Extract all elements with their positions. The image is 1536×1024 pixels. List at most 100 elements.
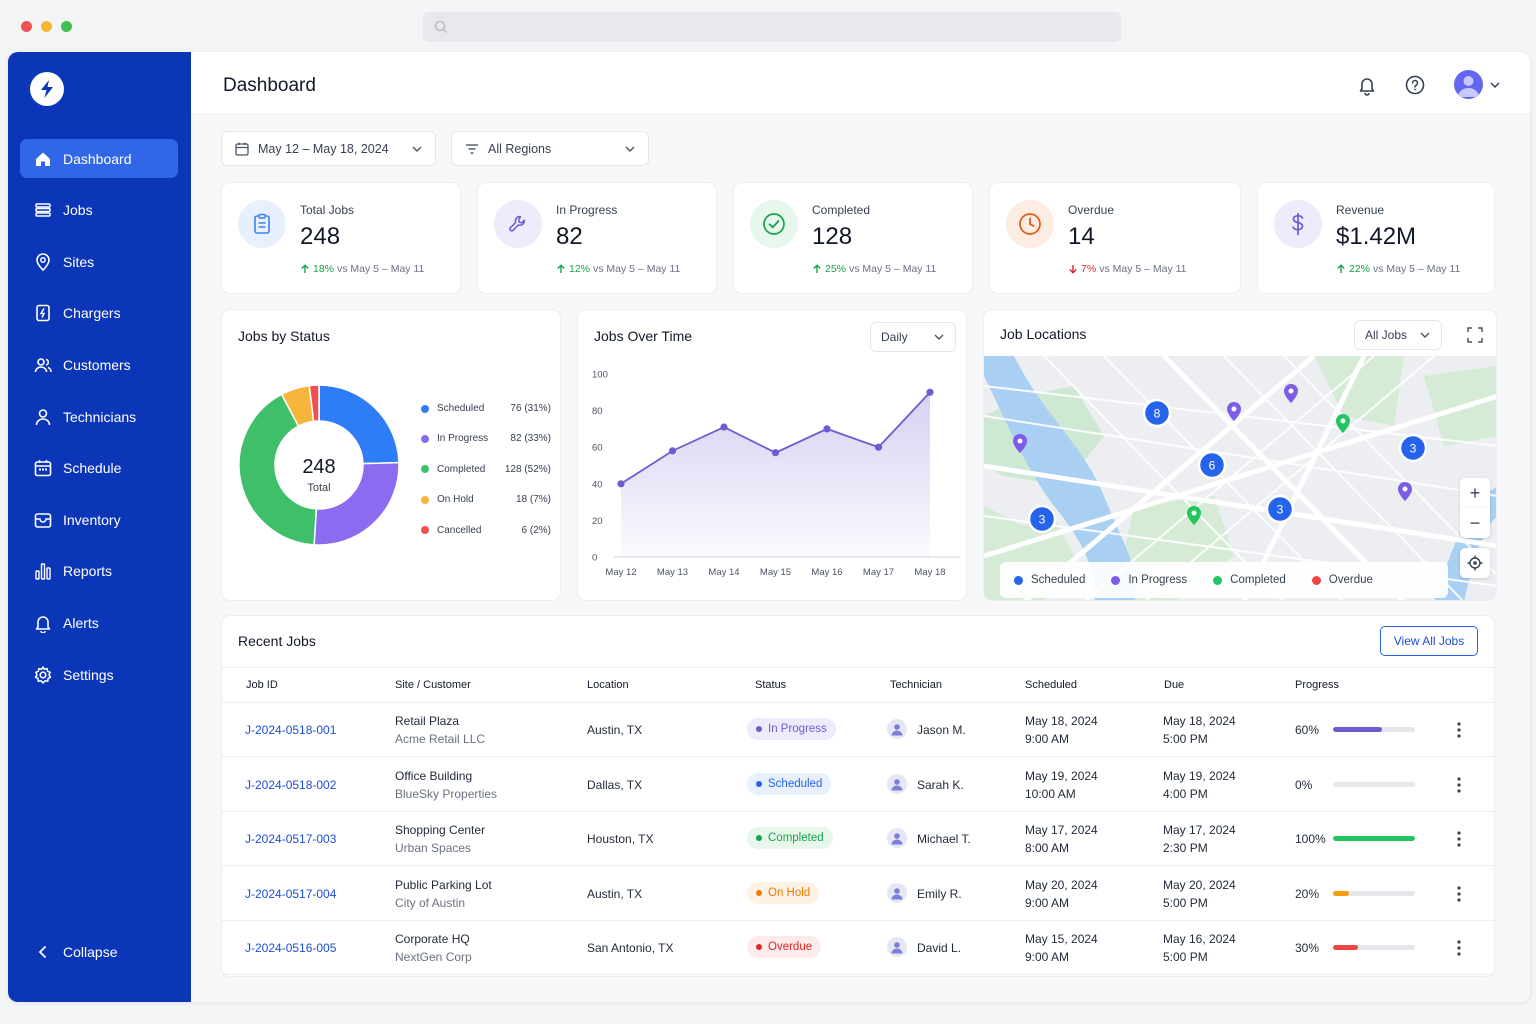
- granularity-select[interactable]: Daily: [870, 322, 956, 352]
- region-filter[interactable]: All Regions: [451, 131, 649, 166]
- job-id-link[interactable]: J-2024-0518-002: [245, 777, 337, 792]
- sidebar-item-dashboard[interactable]: Dashboard: [20, 139, 178, 178]
- map-cluster[interactable]: 8: [1142, 398, 1172, 428]
- table-row[interactable]: J-2024-0516-005 Corporate HQ NextGen Corp S…: [222, 921, 1496, 976]
- address-bar[interactable]: [423, 12, 1121, 42]
- technician-avatar: [887, 773, 907, 794]
- map-pin-icon[interactable]: [1398, 482, 1412, 501]
- table-row[interactable]: J-2024-0518-001 Retail Plaza Acme Retail L…: [222, 703, 1496, 757]
- map-cluster[interactable]: 6: [1197, 450, 1227, 480]
- collapse-button[interactable]: Collapse: [20, 932, 178, 971]
- zoom-in-button[interactable]: +: [1460, 478, 1490, 508]
- bell-icon[interactable]: [1356, 74, 1378, 96]
- sidebar-item-alerts[interactable]: Alerts: [20, 603, 178, 642]
- job-id-link[interactable]: J-2024-0517-003: [245, 832, 337, 847]
- data-point[interactable]: [874, 443, 883, 451]
- stat-card-total-jobs[interactable]: Total Jobs 248 18% vs May 5 – May 11: [221, 182, 461, 294]
- data-point[interactable]: [668, 447, 677, 455]
- stat-card-overdue[interactable]: Overdue 14 7% vs May 5 – May 11: [989, 182, 1241, 294]
- panel-title: Jobs by Status: [238, 328, 330, 344]
- status-badge: Scheduled: [747, 772, 832, 795]
- column-header[interactable]: Technician: [890, 679, 942, 691]
- sidebar-item-settings[interactable]: Settings: [20, 655, 178, 694]
- table-row[interactable]: J-2024-0517-003 Shopping Center Urban Spac…: [222, 812, 1496, 867]
- user-avatar[interactable]: [1454, 70, 1483, 99]
- donut-slice-cancelled[interactable]: [308, 384, 320, 423]
- map-pin-icon[interactable]: [1284, 384, 1298, 403]
- x-tick-label: May 12: [605, 567, 636, 578]
- series-area: [621, 392, 930, 557]
- chevron-down-icon: [934, 334, 944, 340]
- stat-label: Revenue: [1336, 203, 1385, 217]
- data-point[interactable]: [720, 423, 728, 431]
- map-pin-icon[interactable]: [1187, 506, 1201, 525]
- sidebar-item-inventory[interactable]: Inventory: [20, 500, 178, 539]
- column-header[interactable]: Site / Customer: [395, 679, 471, 691]
- table-row[interactable]: J-2024-0517-004 Public Parking Lot City of…: [222, 867, 1496, 921]
- sidebar-item-sites[interactable]: Sites: [20, 242, 178, 281]
- status-badge: On Hold: [747, 881, 820, 904]
- arrow-up-icon: [813, 264, 821, 273]
- more-options-icon[interactable]: [1456, 775, 1462, 795]
- column-header[interactable]: Status: [755, 679, 787, 691]
- column-header[interactable]: Scheduled: [1025, 679, 1077, 691]
- data-point[interactable]: [617, 480, 625, 488]
- more-options-icon[interactable]: [1456, 720, 1462, 740]
- scheduled-time: 9:00 AM: [1025, 732, 1070, 746]
- more-options-icon[interactable]: [1456, 938, 1462, 958]
- stat-card-in-progress[interactable]: In Progress 82 12% vs May 5 – May 11: [477, 182, 717, 294]
- data-point[interactable]: [771, 449, 780, 457]
- sidebar-item-technicians[interactable]: Technicians: [20, 397, 178, 436]
- column-header[interactable]: Job ID: [246, 679, 278, 691]
- map-pin-icon[interactable]: [1227, 402, 1241, 421]
- sidebar-item-schedule[interactable]: Schedule: [20, 449, 178, 488]
- map-cluster[interactable]: 3: [1398, 433, 1428, 463]
- stat-card-completed[interactable]: Completed 128 25% vs May 5 – May 11: [733, 182, 973, 294]
- stat-card-revenue[interactable]: Revenue $1.42M 22% vs May 5 – May 11: [1257, 182, 1495, 294]
- job-id-link[interactable]: J-2024-0518-001: [245, 723, 337, 737]
- map-cluster[interactable]: 3: [1265, 494, 1295, 524]
- app-logo[interactable]: [30, 72, 64, 106]
- column-header[interactable]: Location: [587, 679, 629, 691]
- map-canvas[interactable]: 8 6 3 3 3: [984, 356, 1497, 601]
- sidebar-item-reports[interactable]: Reports: [20, 552, 178, 591]
- map-pin-icon[interactable]: [1013, 434, 1027, 453]
- clipboard-icon: [238, 200, 286, 248]
- stat-label: Total Jobs: [300, 203, 355, 217]
- column-header[interactable]: Progress: [1295, 679, 1340, 691]
- sidebar-item-customers[interactable]: Customers: [20, 345, 178, 384]
- date-range-filter[interactable]: May 12 – May 18, 2024: [221, 131, 436, 166]
- data-point[interactable]: [926, 388, 934, 396]
- map-pin-icon[interactable]: [1336, 414, 1350, 433]
- progress-value: 100%: [1295, 832, 1326, 847]
- fullscreen-icon[interactable]: [1466, 326, 1484, 344]
- stat-change: 22%: [1349, 263, 1371, 275]
- donut-center-value: 248: [302, 456, 336, 478]
- chevron-down-icon[interactable]: [1489, 80, 1501, 90]
- locate-button[interactable]: [1460, 548, 1490, 578]
- close-window-dot[interactable]: [21, 21, 32, 32]
- job-id-link[interactable]: J-2024-0516-005: [245, 941, 337, 956]
- view-all-jobs-button[interactable]: View All Jobs: [1380, 626, 1478, 656]
- more-options-icon[interactable]: [1456, 829, 1462, 849]
- sidebar-item-chargers[interactable]: Chargers: [20, 294, 178, 333]
- site-name: Public Parking Lot: [395, 877, 492, 892]
- column-header[interactable]: Due: [1164, 679, 1185, 691]
- customer-name: Urban Spaces: [395, 841, 472, 856]
- donut-slice-completed[interactable]: [238, 393, 318, 546]
- sidebar-item-jobs[interactable]: Jobs: [20, 191, 178, 230]
- zoom-out-button[interactable]: −: [1460, 508, 1490, 538]
- stat-change: 7%: [1081, 263, 1097, 275]
- data-point[interactable]: [823, 425, 831, 433]
- job-id-link[interactable]: J-2024-0517-004: [245, 886, 337, 901]
- maximize-window-dot[interactable]: [61, 21, 72, 32]
- donut-slice-scheduled[interactable]: [318, 384, 400, 465]
- legend-dot: [421, 404, 429, 413]
- map-cluster[interactable]: 3: [1027, 504, 1057, 534]
- technician-name: David L.: [917, 941, 962, 956]
- map-filter-select[interactable]: All Jobs: [1354, 320, 1442, 350]
- more-options-icon[interactable]: [1456, 884, 1462, 904]
- minimize-window-dot[interactable]: [41, 21, 52, 32]
- help-icon[interactable]: [1404, 74, 1426, 96]
- table-row[interactable]: J-2024-0518-002 Office Building BlueSky Pr…: [222, 758, 1496, 812]
